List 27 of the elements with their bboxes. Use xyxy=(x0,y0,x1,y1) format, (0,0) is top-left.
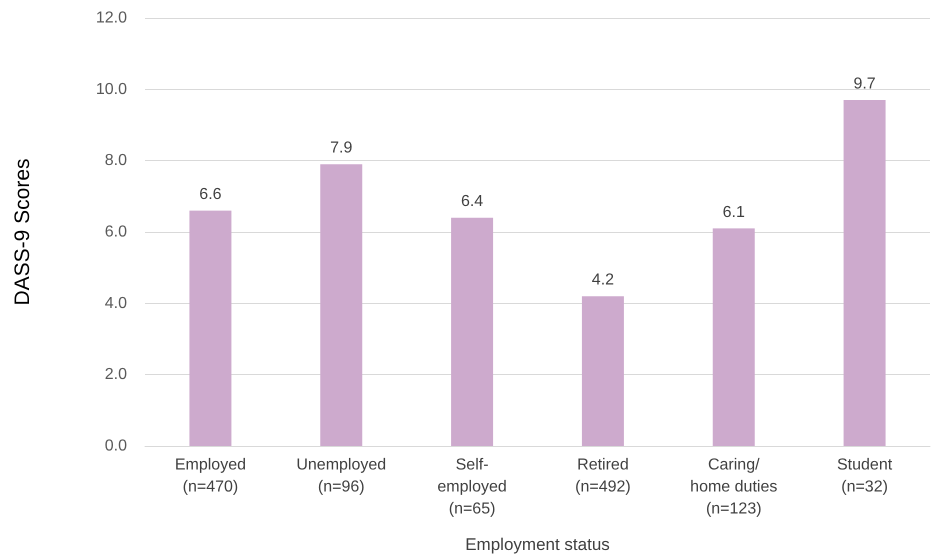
x-axis-title: Employment status xyxy=(465,535,610,554)
data-label: 9.7 xyxy=(853,76,876,93)
x-tick-label: Employed (n=470) xyxy=(174,456,246,496)
x-tick-label: Unemployed (n=96) xyxy=(296,456,386,496)
data-label: 7.9 xyxy=(330,140,352,157)
data-label: 6.4 xyxy=(460,193,484,210)
y-tick-label: 8.0 xyxy=(104,152,128,170)
data-label: 4.2 xyxy=(592,272,614,289)
y-tick-label: 6.0 xyxy=(104,224,128,240)
y-tick-label: 4.0 xyxy=(104,294,128,312)
bar xyxy=(582,296,624,446)
x-tick-label: Student (n=32) xyxy=(837,456,893,496)
data-label: 6.1 xyxy=(722,204,745,221)
bar xyxy=(189,210,232,446)
y-tick-label: 10.0 xyxy=(96,80,128,98)
y-tick-label: 12.0 xyxy=(96,10,128,26)
y-tick-label: 2.0 xyxy=(104,366,128,384)
x-tick-label: Retired (n=492) xyxy=(575,456,631,496)
y-tick-label: 0.0 xyxy=(104,438,128,454)
y-axis-title: DASS-9 Scores xyxy=(11,158,34,306)
bar xyxy=(712,228,755,446)
x-tick-label: Self- employed (n=65) xyxy=(437,456,507,518)
bar xyxy=(320,164,362,446)
bar xyxy=(451,218,494,446)
x-tick-label: Caring/ home duties (n=123) xyxy=(690,456,778,518)
bar xyxy=(844,100,886,446)
data-label: 6.6 xyxy=(199,186,222,204)
